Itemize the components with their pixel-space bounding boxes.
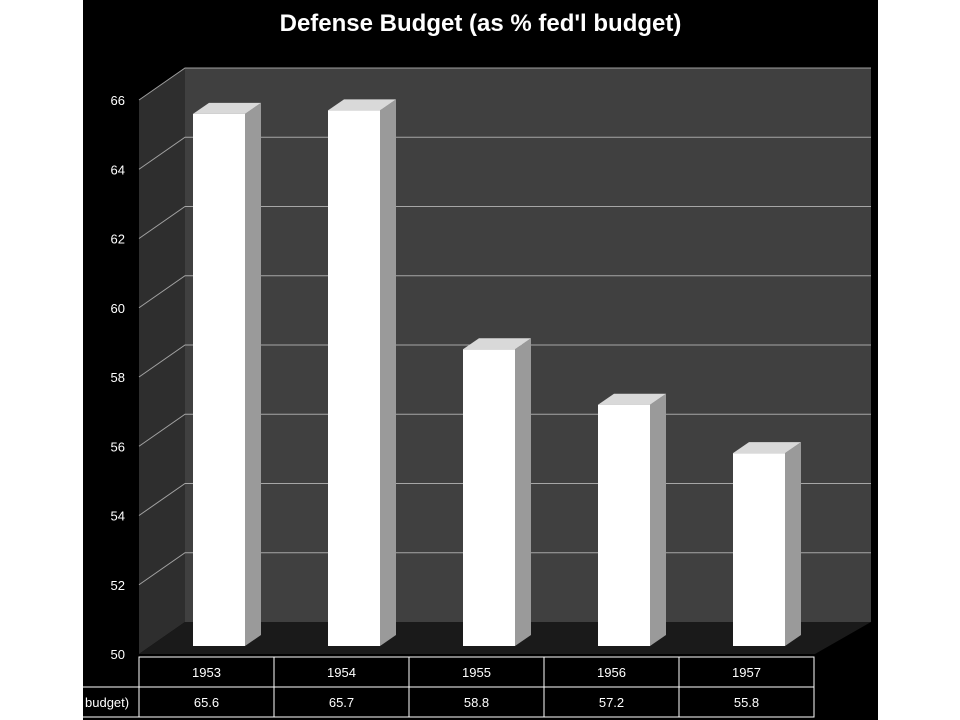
bar-side: [785, 442, 801, 646]
gridline: [138, 344, 871, 378]
data-label: 58.8: [464, 695, 489, 710]
bar: [328, 110, 380, 646]
y-tick-label: 66: [111, 93, 125, 108]
chart-area: Defense Budget (as % fed'l budget) 50 52 5…: [83, 0, 878, 720]
gridline: [138, 67, 871, 101]
bar-top: [328, 99, 396, 111]
bar-side: [245, 102, 261, 647]
y-tick-label: 50: [111, 647, 125, 662]
category-label: 1957: [732, 665, 761, 680]
category-label: 1955: [462, 665, 491, 680]
bar-top: [193, 102, 261, 114]
gridline: [138, 136, 871, 170]
y-tick-label: 64: [111, 162, 125, 177]
y-tick-label: 52: [111, 578, 125, 593]
bar: [598, 404, 650, 646]
data-label: 65.6: [194, 695, 219, 710]
bar-top: [733, 442, 801, 454]
y-tick-label: 58: [111, 370, 125, 385]
chart-title: Defense Budget (as % fed'l budget): [279, 10, 682, 37]
bar-side: [650, 393, 666, 646]
bar-side: [515, 338, 531, 646]
category-label: 1953: [192, 665, 221, 680]
chart-svg: 50 52 54 56 58 60 62 64 66 1953 65.6 1954 65.7 1955 58…: [83, 67, 871, 718]
y-tick-label: 62: [111, 232, 125, 247]
bar-top: [598, 393, 666, 405]
bar-top: [463, 338, 531, 350]
bar-side: [380, 99, 396, 646]
data-label: 57.2: [599, 695, 624, 710]
data-label: 65.7: [329, 695, 354, 710]
gridline: [138, 275, 871, 309]
category-label: 1954: [327, 665, 356, 680]
category-label: 1956: [597, 665, 626, 680]
y-tick-label: 60: [111, 301, 125, 316]
y-tick-label: 56: [111, 439, 125, 454]
data-label: 55.8: [734, 695, 759, 710]
gridline: [138, 206, 871, 239]
series-label: budget): [85, 695, 129, 710]
bar: [193, 113, 245, 647]
bar: [463, 349, 515, 646]
y-tick-label: 54: [111, 509, 125, 524]
bar: [733, 453, 785, 646]
